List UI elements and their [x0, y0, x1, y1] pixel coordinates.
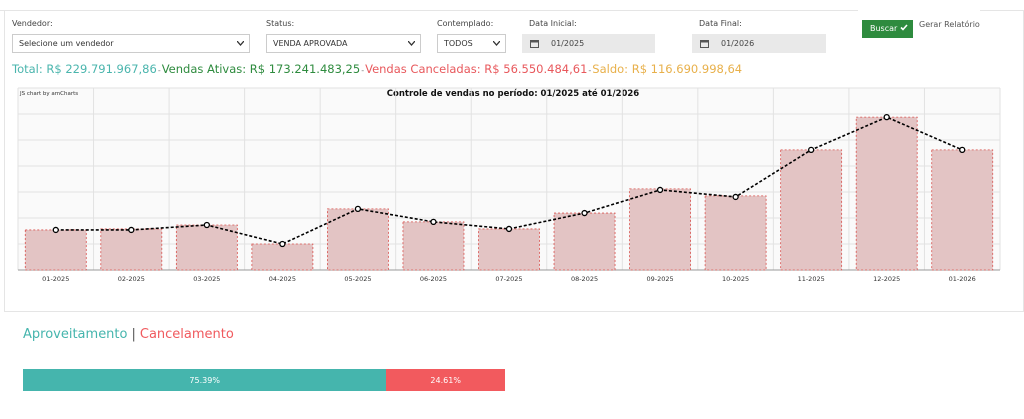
x-tick-label: 06-2025	[420, 275, 447, 283]
summary-item: Vendas Canceladas: R$ 56.550.484,61	[365, 62, 588, 76]
bar	[931, 149, 994, 271]
progress-segment: 24.61%	[386, 369, 505, 391]
chart: JS chart by amCharts Controle de vendas …	[17, 87, 1001, 283]
chart-credit: JS chart by amCharts	[19, 91, 78, 97]
point	[959, 146, 966, 154]
point	[505, 225, 513, 233]
chart-title: Controle de vendas no período: 01/2025 a…	[387, 88, 640, 99]
select-value: VENDA APROVADA	[273, 39, 348, 48]
progress-legend: Aproveitamento | Cancelamento	[23, 327, 238, 342]
bar	[855, 116, 918, 271]
bar	[553, 212, 616, 271]
status-select[interactable]: VENDA APROVADA	[266, 34, 421, 53]
label: Status:	[266, 19, 295, 28]
contemplated-select[interactable]: TODOS	[437, 34, 506, 53]
x-tick-label: 01-2026	[949, 275, 976, 283]
summary-item: Saldo: R$ 116.690.998,64	[592, 62, 743, 76]
chevron	[493, 41, 500, 46]
point	[656, 186, 664, 194]
legend-item: Cancelamento	[139, 327, 234, 342]
x-tick-label: 04-2025	[269, 275, 296, 283]
point	[883, 113, 890, 121]
summary: Total: R$ 229.791.967,86-Vendas Ativas: …	[12, 62, 742, 76]
x-tick-label: 03-2025	[193, 275, 220, 283]
bar	[629, 188, 691, 271]
x-tick-label: 09-2025	[646, 275, 673, 283]
separator: -	[157, 66, 161, 75]
bar	[402, 221, 465, 271]
x-tick-label: 10-2025	[722, 275, 749, 283]
divider	[980, 10, 1024, 11]
label: Contemplado:	[437, 19, 494, 28]
report-link[interactable]: Gerar Relatório	[919, 20, 980, 29]
bar	[327, 208, 389, 271]
bar	[478, 228, 540, 271]
bar	[704, 195, 767, 271]
label: Vendedor:	[12, 19, 53, 28]
chevron	[408, 41, 415, 46]
x-tick-label: 02-2025	[118, 275, 145, 283]
select-value: Selecione um vendedor	[19, 39, 114, 48]
point	[128, 226, 135, 234]
calendar-icon	[700, 40, 709, 48]
point	[808, 146, 815, 154]
progress-bar: 75.39% 24.61%	[23, 369, 505, 391]
point	[354, 205, 362, 213]
x-tick-label: 05-2025	[344, 275, 371, 283]
progress-label: 75.39%	[189, 375, 220, 385]
chevron	[237, 41, 244, 46]
end-date-input[interactable]: 01/2026	[692, 34, 826, 53]
separator: -	[361, 66, 365, 75]
calendar-icon	[530, 40, 539, 48]
check-icon	[900, 24, 908, 31]
bar	[780, 149, 843, 271]
date-value: 01/2026	[721, 39, 755, 48]
seller-select[interactable]: Selecione um vendedor	[12, 34, 250, 53]
point	[581, 209, 588, 217]
bar	[24, 229, 87, 271]
search-button[interactable]: Buscar	[862, 20, 913, 38]
point	[732, 193, 739, 201]
x-tick-label: 12-2025	[873, 275, 900, 283]
point	[52, 226, 59, 234]
bar	[100, 228, 163, 271]
label: Data Final:	[699, 19, 742, 28]
date-value: 01/2025	[551, 39, 585, 48]
progress-label: 24.61%	[430, 375, 461, 385]
summary-item: Vendas Ativas: R$ 173.241.483,25	[161, 62, 361, 76]
x-tick-label: 08-2025	[571, 275, 598, 283]
start-date-input[interactable]: 01/2025	[522, 34, 655, 53]
x-tick-label: 11-2025	[798, 275, 825, 283]
separator: -	[588, 66, 592, 75]
bar	[175, 224, 238, 271]
x-tick-label: 01-2025	[42, 275, 69, 283]
bar	[251, 243, 314, 271]
point	[279, 240, 286, 248]
button-text: Buscar	[870, 24, 898, 33]
label: Data Inicial:	[529, 19, 577, 28]
divider	[0, 10, 858, 11]
legend-item: |	[131, 327, 136, 342]
legend-item: Aproveitamento	[23, 327, 128, 342]
point	[203, 221, 210, 229]
progress-segment: 75.39%	[23, 369, 387, 391]
summary-item: Total: R$ 229.791.967,86	[12, 62, 157, 76]
x-tick-label: 07-2025	[495, 275, 522, 283]
select-value: TODOS	[444, 39, 473, 48]
point	[430, 218, 437, 226]
